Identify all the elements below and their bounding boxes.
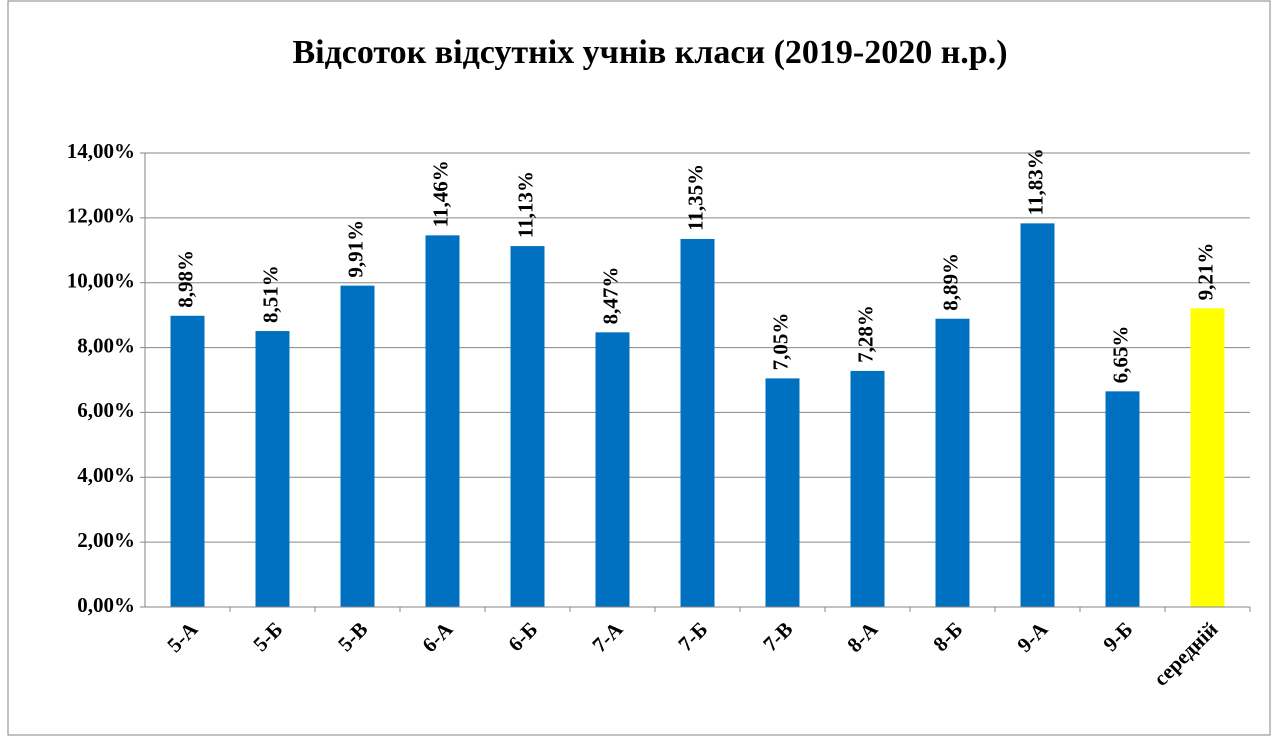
bar <box>765 378 800 607</box>
bar <box>680 238 715 607</box>
y-tick-label: 2,00% <box>77 528 135 552</box>
y-tick-label: 10,00% <box>67 269 135 293</box>
value-label: 8,98% <box>173 250 197 308</box>
chart-title: Відсоток відсутніх учнів класи (2019-202… <box>292 34 1007 71</box>
value-label: 8,51% <box>258 265 282 323</box>
bar <box>170 315 205 607</box>
bar <box>340 285 375 607</box>
bar <box>1020 223 1055 607</box>
value-label: 9,91% <box>343 220 367 278</box>
bar <box>255 331 290 607</box>
bar <box>510 246 545 607</box>
y-tick-label: 14,00% <box>67 139 135 163</box>
value-label: 11,35% <box>683 164 707 231</box>
y-tick-label: 12,00% <box>67 204 135 228</box>
y-tick-label: 6,00% <box>77 398 135 422</box>
bar <box>595 332 630 607</box>
bar <box>1190 308 1225 607</box>
value-label: 11,83% <box>1023 148 1047 215</box>
bar <box>850 370 885 607</box>
value-label: 11,13% <box>513 171 537 238</box>
bar <box>1105 391 1140 607</box>
chart-frame <box>7 0 1271 736</box>
value-label: 6,65% <box>1108 326 1132 384</box>
y-tick-label: 8,00% <box>77 333 135 357</box>
y-tick-label: 4,00% <box>77 463 135 487</box>
value-label: 11,46% <box>428 160 452 227</box>
value-label: 9,21% <box>1193 243 1217 301</box>
value-label: 8,47% <box>598 267 622 325</box>
bar <box>935 318 970 607</box>
value-label: 8,89% <box>938 253 962 311</box>
value-label: 7,28% <box>853 305 877 363</box>
bar <box>425 235 460 607</box>
value-label: 7,05% <box>768 313 792 371</box>
y-tick-label: 0,00% <box>77 593 135 617</box>
